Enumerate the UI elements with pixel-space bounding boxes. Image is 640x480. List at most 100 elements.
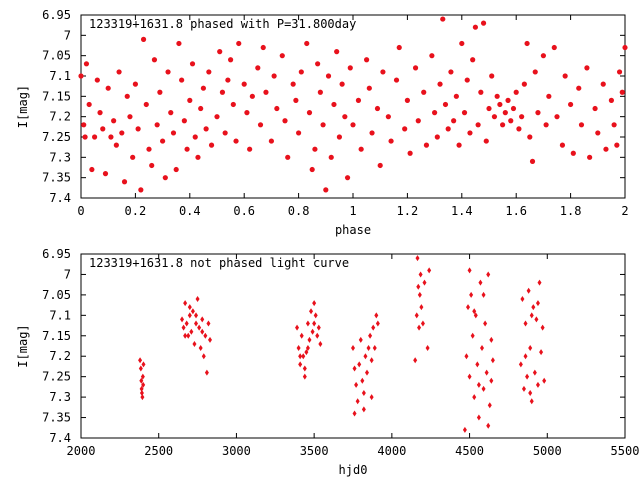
data-point: [82, 134, 88, 140]
data-point: [526, 287, 531, 294]
data-point: [298, 69, 304, 75]
data-point: [369, 130, 375, 136]
data-point: [532, 69, 538, 75]
data-point: [111, 118, 117, 124]
data-point: [377, 162, 383, 169]
data-point: [127, 114, 133, 120]
data-point: [486, 105, 492, 112]
data-point: [352, 410, 357, 417]
data-point: [187, 97, 193, 103]
data-point: [369, 394, 374, 401]
data-point: [603, 146, 609, 152]
data-point: [416, 283, 421, 290]
data-point: [154, 122, 160, 128]
data-point: [310, 328, 315, 335]
data-point: [357, 361, 362, 368]
y-tick-label: 7.1: [49, 69, 71, 83]
data-point: [388, 138, 394, 144]
data-point: [475, 361, 480, 368]
data-point: [339, 81, 345, 87]
x-axis-label: hjd0: [339, 463, 368, 477]
data-point: [622, 44, 628, 51]
data-point: [417, 291, 422, 298]
data-point: [247, 146, 253, 152]
data-point: [516, 126, 522, 132]
data-point: [470, 332, 475, 339]
data-point: [187, 312, 192, 319]
data-point: [225, 77, 231, 83]
y-tick-label: 7.35: [42, 171, 71, 185]
y-tick-label: 6.95: [42, 8, 71, 22]
data-point: [531, 304, 536, 311]
data-point: [124, 93, 130, 99]
data-point: [83, 61, 90, 67]
x-tick-label: 1: [349, 204, 356, 218]
data-point: [313, 312, 318, 319]
data-point: [204, 369, 209, 376]
data-point: [230, 101, 236, 108]
data-point: [535, 110, 541, 116]
data-point: [576, 85, 582, 91]
data-point: [537, 279, 542, 286]
data-point: [415, 255, 420, 262]
y-tick-label: 7.4: [49, 431, 71, 445]
data-point: [203, 126, 209, 132]
x-tick-label: 5500: [611, 444, 640, 458]
data-point: [315, 61, 321, 67]
data-point: [361, 390, 366, 397]
data-point: [268, 138, 274, 144]
data-point: [334, 49, 340, 55]
data-point: [480, 20, 487, 26]
data-point: [295, 324, 300, 331]
data-point: [173, 166, 179, 173]
data-point: [241, 81, 247, 87]
data-point: [195, 295, 200, 302]
data-point: [306, 110, 313, 116]
plot-frame: [80, 14, 626, 199]
data-point: [81, 122, 87, 128]
x-tick-label: 0: [77, 204, 84, 218]
data-point: [542, 377, 547, 384]
data-point: [299, 332, 304, 339]
data-point: [551, 44, 557, 51]
data-point: [192, 340, 197, 347]
data-point: [487, 402, 492, 409]
data-point: [113, 142, 119, 148]
data-point: [527, 134, 533, 140]
plot-frame: [80, 253, 626, 439]
data-point: [451, 118, 457, 124]
data-point: [619, 89, 625, 95]
y-tick-label: 7.25: [42, 370, 71, 384]
data-point: [184, 320, 189, 327]
data-point: [222, 130, 228, 136]
data-point: [483, 138, 489, 144]
data-point: [489, 73, 495, 79]
data-point: [432, 110, 438, 116]
x-tick-label: 0.6: [233, 204, 255, 218]
data-point: [464, 77, 470, 83]
data-point: [375, 320, 380, 327]
data-point: [489, 336, 494, 343]
data-point: [484, 369, 489, 376]
data-point: [304, 349, 309, 356]
data-point: [510, 105, 517, 112]
data-point: [366, 345, 371, 352]
data-point: [342, 114, 348, 120]
data-point: [181, 118, 187, 124]
data-point: [524, 40, 530, 47]
data-point: [490, 357, 495, 364]
data-point: [141, 361, 146, 368]
data-point: [354, 381, 359, 388]
data-point: [570, 150, 576, 156]
data-point: [374, 312, 379, 319]
data-point: [260, 44, 266, 51]
y-tick-label: 7.3: [49, 390, 71, 404]
data-point: [540, 324, 545, 331]
data-point: [94, 77, 100, 83]
data-point: [180, 316, 185, 323]
data-point: [478, 89, 484, 95]
data-point: [195, 154, 201, 160]
data-point: [380, 69, 386, 75]
data-point: [502, 110, 508, 116]
x-tick-label: 3000: [222, 444, 251, 458]
